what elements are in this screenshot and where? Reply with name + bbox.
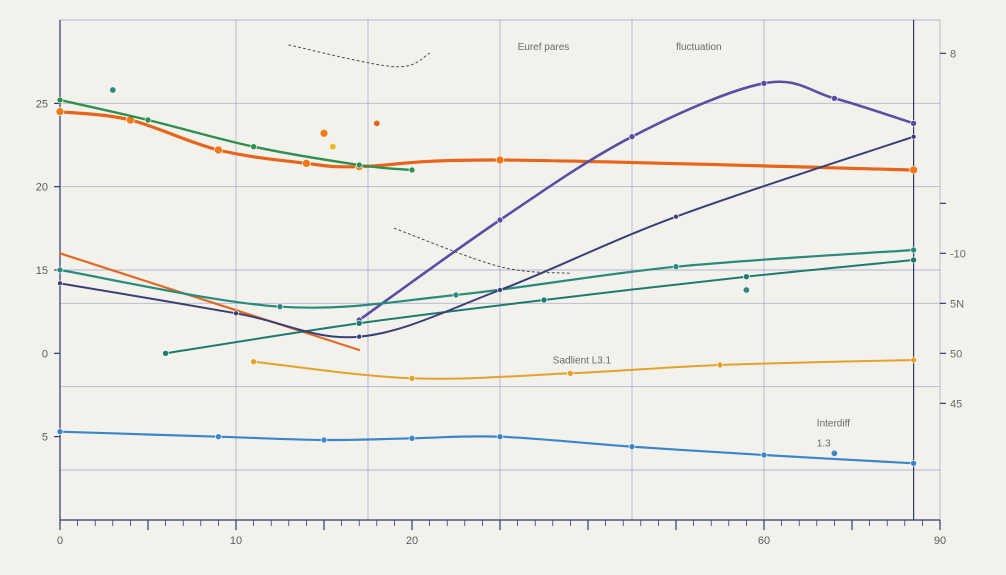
marker-navy-cross [357,334,362,339]
marker-teal-rising-a [57,267,63,273]
marker-amber-low [409,375,415,381]
marker-blue-bottom [761,452,767,458]
marker-blue-bottom [57,429,63,435]
marker-green-top [57,97,63,103]
scatter-point [320,130,327,137]
marker-navy-cross [911,134,916,139]
marker-teal-rising-a [911,247,917,253]
marker-blue-bottom [409,435,415,441]
y-left-label: 5 [42,432,48,444]
marker-amber-low [717,362,723,368]
marker-blue-bottom [321,437,327,443]
marker-amber-low [911,357,917,363]
marker-teal-rising-b [541,297,547,303]
y-right-label: 50 [950,348,962,360]
marker-teal-rising-b [911,257,917,263]
y-right-label: 5N [950,298,964,310]
marker-orange-curve [56,108,64,116]
legend-label: Euref pares [518,42,570,53]
legend-label: 1.3 [817,439,831,450]
marker-amber-low [567,370,573,376]
marker-green-top [356,162,362,168]
marker-teal-rising-b [163,350,169,356]
marker-amber-low [251,359,257,365]
marker-blue-bottom [911,460,917,466]
y-left-label: 15 [36,265,48,277]
x-tick-label: 0 [57,535,63,547]
marker-navy-cross [234,311,239,316]
scatter-point [110,87,116,93]
marker-teal-rising-b [743,274,749,280]
scatter-point [832,450,838,456]
marker-orange-curve [302,159,310,167]
y-left-label: 25 [36,98,48,110]
legend-label: Interdiff [817,419,850,430]
marker-green-top [251,144,257,150]
x-tick-label: 20 [406,535,418,547]
marker-teal-rising-a [453,292,459,298]
marker-purple-curve [761,80,767,86]
marker-purple-curve [497,217,503,223]
marker-teal-rising-a [277,304,283,310]
marker-navy-cross [674,214,679,219]
x-tick-label: 90 [934,535,946,547]
marker-navy-cross [58,281,63,286]
scatter-point [374,120,380,126]
marker-teal-rising-b [356,320,362,326]
marker-orange-curve [214,146,222,154]
marker-green-top [409,167,415,173]
line-chart: 0102060905015202545505N-108Euref paresfl… [0,0,1006,575]
chart-container: 0102060905015202545505N-108Euref paresfl… [0,0,1006,575]
y-right-label: -10 [950,248,966,260]
y-right-label: 8 [950,48,956,60]
marker-blue-bottom [497,434,503,440]
scatter-point [330,144,336,150]
marker-purple-curve [831,95,837,101]
y-left-label: 20 [36,182,48,194]
marker-navy-cross [498,288,503,293]
legend-label: Sadlient L3.1 [553,355,612,366]
legend-label: fluctuation [676,42,722,53]
x-tick-label: 10 [230,535,242,547]
y-right-label: 45 [950,398,962,410]
scatter-point [744,287,750,293]
marker-blue-bottom [215,434,221,440]
y-left-label: 0 [42,348,48,360]
marker-blue-bottom [629,444,635,450]
marker-green-top [145,117,151,123]
marker-orange-curve [496,156,504,164]
x-tick-label: 60 [758,535,770,547]
marker-teal-rising-a [673,264,679,270]
marker-purple-curve [629,134,635,140]
marker-purple-curve [911,120,917,126]
marker-orange-curve [910,166,918,174]
